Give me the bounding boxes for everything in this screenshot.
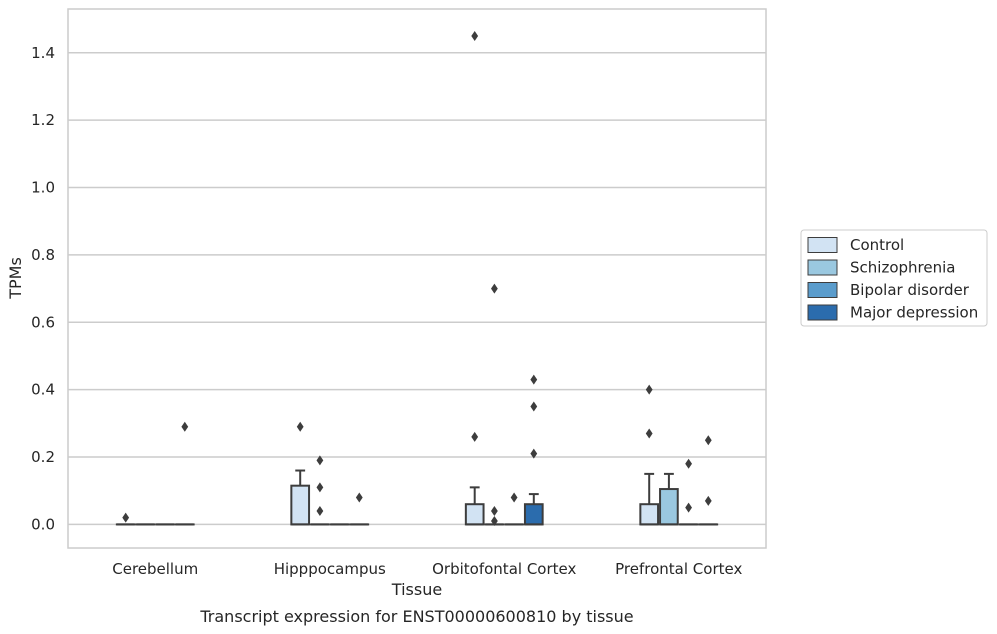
y-tick-label: 0.6 bbox=[31, 313, 55, 331]
outlier-point bbox=[645, 384, 653, 395]
y-tick-label: 0.0 bbox=[31, 515, 55, 533]
outlier-point bbox=[704, 435, 712, 446]
outlier-point bbox=[491, 516, 498, 527]
box-rect bbox=[464, 503, 485, 526]
box-group bbox=[523, 493, 544, 526]
outlier-point bbox=[296, 421, 304, 432]
outlier-point bbox=[704, 495, 712, 506]
outlier-point bbox=[491, 283, 498, 294]
legend-swatch bbox=[807, 304, 838, 321]
box-group bbox=[659, 472, 679, 526]
legend-swatch bbox=[807, 237, 838, 253]
outlier-point bbox=[530, 374, 538, 385]
outlier-point bbox=[316, 505, 324, 516]
box-rect bbox=[290, 484, 311, 526]
box-group bbox=[290, 469, 311, 526]
x-tick-label: Hipppocampus bbox=[274, 560, 386, 578]
legend-label: Bipolar disorder bbox=[850, 281, 970, 299]
outlier-point bbox=[471, 30, 479, 41]
y-tick-label: 1.0 bbox=[31, 179, 55, 197]
box-layer bbox=[115, 469, 719, 526]
y-tick-label: 1.2 bbox=[31, 111, 55, 129]
box-rect bbox=[523, 503, 544, 526]
legend: Control Schizophrenia Bipolar disorder Majo… bbox=[800, 229, 988, 327]
outlier-point bbox=[122, 512, 130, 523]
x-tick-label: Cerebellum bbox=[112, 560, 198, 578]
legend-label: Schizophrenia bbox=[850, 259, 955, 277]
x-tick-labels: Cerebellum Hipppocampus Orbitofontal Corte… bbox=[112, 560, 742, 578]
grid-lines bbox=[68, 52, 766, 526]
outlier-point bbox=[645, 428, 653, 439]
chart-caption: Transcript expression for ENST0000060081… bbox=[199, 607, 633, 626]
y-tick-label: 0.2 bbox=[31, 448, 55, 466]
outlier-point bbox=[355, 492, 363, 503]
x-tick-label: Prefrontal Cortex bbox=[615, 560, 742, 578]
legend-frame bbox=[800, 229, 988, 327]
y-tick-label: 0.4 bbox=[31, 381, 55, 399]
outlier-point bbox=[471, 431, 479, 442]
plot-area bbox=[68, 9, 766, 548]
y-tick-label: 1.4 bbox=[31, 44, 55, 62]
x-tick-label: Orbitofontal Cortex bbox=[432, 560, 576, 578]
outlier-point bbox=[510, 492, 518, 503]
x-axis-title: Tissue bbox=[391, 580, 442, 599]
box-group bbox=[639, 472, 660, 526]
y-tick-labels: 0.0 0.2 0.4 0.6 0.8 1.0 1.2 1.4 bbox=[31, 44, 55, 534]
outlier-point bbox=[491, 505, 498, 516]
outlier-layer bbox=[122, 30, 712, 527]
outlier-point bbox=[530, 401, 538, 412]
outlier-point bbox=[685, 458, 692, 469]
outlier-point bbox=[181, 421, 189, 432]
outlier-point bbox=[316, 455, 324, 466]
legend-swatch bbox=[807, 259, 838, 276]
y-axis-title: TPMs bbox=[6, 257, 25, 300]
legend-swatch bbox=[807, 282, 838, 298]
outlier-point bbox=[316, 482, 324, 493]
legend-label: Major depression bbox=[850, 304, 978, 322]
y-tick-label: 0.8 bbox=[31, 246, 55, 264]
box-group bbox=[464, 486, 485, 526]
plot-frame bbox=[67, 8, 767, 549]
box-rect bbox=[659, 488, 679, 526]
outlier-point bbox=[530, 448, 538, 459]
legend-label: Control bbox=[850, 236, 904, 254]
outlier-point bbox=[685, 502, 692, 513]
box-rect bbox=[639, 503, 660, 526]
